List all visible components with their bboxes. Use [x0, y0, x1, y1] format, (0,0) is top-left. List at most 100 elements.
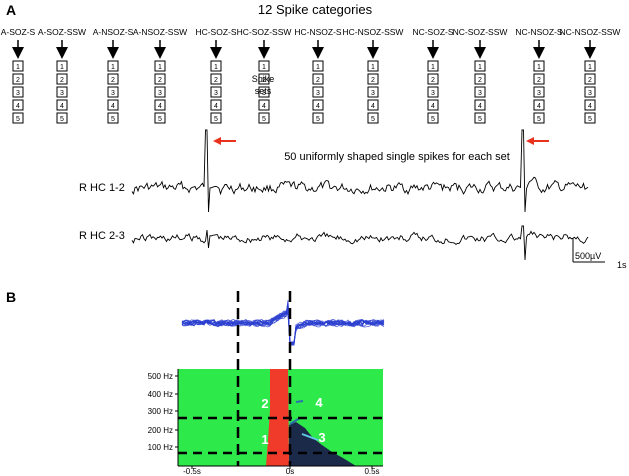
set-box: 5	[312, 112, 324, 124]
set-box: 1	[210, 60, 222, 72]
spike-set-boxes: 1 2 3 4 5 1 2 3 4 5 1 2 3 4 5 1 2 3 4 5 1 2 3 4 5 1 2 3 4 5 1 2 3 4 5 1 2 3 4 5…	[12, 60, 596, 124]
set-box: 3	[584, 86, 596, 98]
blue-streak-2	[295, 400, 304, 403]
svg-text:2: 2	[478, 77, 482, 84]
region-label-2: 2	[261, 396, 268, 411]
spike-sets-label-1: Spike	[252, 74, 275, 84]
svg-text:1: 1	[537, 64, 541, 71]
set-box: 3	[533, 86, 545, 98]
svg-text:5: 5	[111, 116, 115, 123]
set-box: 1	[584, 60, 596, 72]
svg-text:4: 4	[588, 103, 592, 110]
scale-bar	[572, 238, 605, 263]
set-box: 1	[367, 60, 379, 72]
panel-b-letter: B	[6, 289, 16, 305]
svg-text:3: 3	[111, 90, 115, 97]
set-box: 3	[427, 86, 439, 98]
svg-text:4: 4	[371, 103, 375, 110]
set-box: 4	[533, 99, 545, 111]
svg-text:1: 1	[60, 64, 64, 71]
frequency-tick-label: 400 Hz	[148, 390, 173, 399]
set-box: 5	[427, 112, 439, 124]
svg-text:2: 2	[262, 77, 266, 84]
dark-region	[289, 422, 356, 466]
category-label: NC-NSOZ-S	[515, 27, 563, 37]
set-box: 2	[584, 73, 596, 85]
svg-text:4: 4	[262, 103, 266, 110]
svg-text:3: 3	[371, 90, 375, 97]
set-box: 2	[474, 73, 486, 85]
category-label: A-NSOZ-SSW	[133, 27, 187, 37]
svg-text:5: 5	[537, 116, 541, 123]
category-label: HC-NSOZ-S	[294, 27, 342, 37]
set-box: 1	[258, 60, 270, 72]
set-box: 1	[474, 60, 486, 72]
frequency-axis: 500 Hz 400 Hz 300 Hz 200 Hz 100 Hz	[148, 372, 178, 452]
set-box: 3	[12, 86, 24, 98]
set-box: 3	[312, 86, 324, 98]
svg-text:5: 5	[431, 116, 435, 123]
spike-sets-label-2: sets	[255, 86, 272, 96]
set-box: 2	[367, 73, 379, 85]
set-box: 2	[210, 73, 222, 85]
channel-label-2: R HC 2-3	[79, 230, 125, 242]
set-box: 3	[210, 86, 222, 98]
set-box: 1	[12, 60, 24, 72]
set-box: 2	[12, 73, 24, 85]
cyan-streak	[301, 433, 319, 441]
eeg-trace-1	[131, 129, 589, 213]
svg-text:1: 1	[262, 64, 266, 71]
svg-text:1: 1	[158, 64, 162, 71]
time-tick-label: 0.5s	[364, 467, 379, 476]
category-label: HC-SOZ-S	[195, 27, 236, 37]
set-box: 5	[474, 112, 486, 124]
region-label-4: 4	[315, 395, 323, 410]
set-box: 5	[258, 112, 270, 124]
svg-text:3: 3	[60, 90, 64, 97]
set-box: 5	[210, 112, 222, 124]
set-box: 4	[154, 99, 166, 111]
set-box: 1	[107, 60, 119, 72]
set-box: 2	[312, 73, 324, 85]
set-box: 1	[427, 60, 439, 72]
svg-text:4: 4	[537, 103, 541, 110]
category-label: HC-SOZ-SSW	[237, 27, 292, 37]
time-tick-label: 0s	[286, 467, 294, 476]
frequency-tick-label: 500 Hz	[148, 372, 173, 381]
region-label-1: 1	[261, 432, 268, 447]
svg-text:1: 1	[16, 64, 20, 71]
svg-text:4: 4	[158, 103, 162, 110]
set-box: 2	[533, 73, 545, 85]
svg-text:4: 4	[478, 103, 482, 110]
svg-text:1: 1	[431, 64, 435, 71]
svg-text:1: 1	[316, 64, 320, 71]
frequency-tick-label: 100 Hz	[148, 443, 173, 452]
time-axis: -0.5s 0s 0.5s	[183, 466, 380, 476]
set-box: 5	[154, 112, 166, 124]
category-label: NC-NSOZ-SSW	[560, 27, 621, 37]
svg-text:5: 5	[588, 116, 592, 123]
set-box: 3	[367, 86, 379, 98]
svg-text:5: 5	[371, 116, 375, 123]
set-box: 2	[258, 73, 270, 85]
svg-text:4: 4	[60, 103, 64, 110]
svg-text:1: 1	[111, 64, 115, 71]
set-box: 1	[154, 60, 166, 72]
svg-text:3: 3	[158, 90, 162, 97]
svg-text:4: 4	[316, 103, 320, 110]
region-label-3: 3	[318, 430, 325, 445]
svg-text:5: 5	[16, 116, 20, 123]
svg-text:2: 2	[371, 77, 375, 84]
set-box: 3	[154, 86, 166, 98]
svg-text:5: 5	[262, 116, 266, 123]
set-box: 1	[312, 60, 324, 72]
set-box: 4	[584, 99, 596, 111]
category-label: NC-SOZ-SSW	[453, 27, 508, 37]
svg-text:1: 1	[214, 64, 218, 71]
svg-text:1: 1	[478, 64, 482, 71]
svg-text:2: 2	[537, 77, 541, 84]
set-box: 2	[154, 73, 166, 85]
svg-text:2: 2	[111, 77, 115, 84]
set-box: 5	[367, 112, 379, 124]
